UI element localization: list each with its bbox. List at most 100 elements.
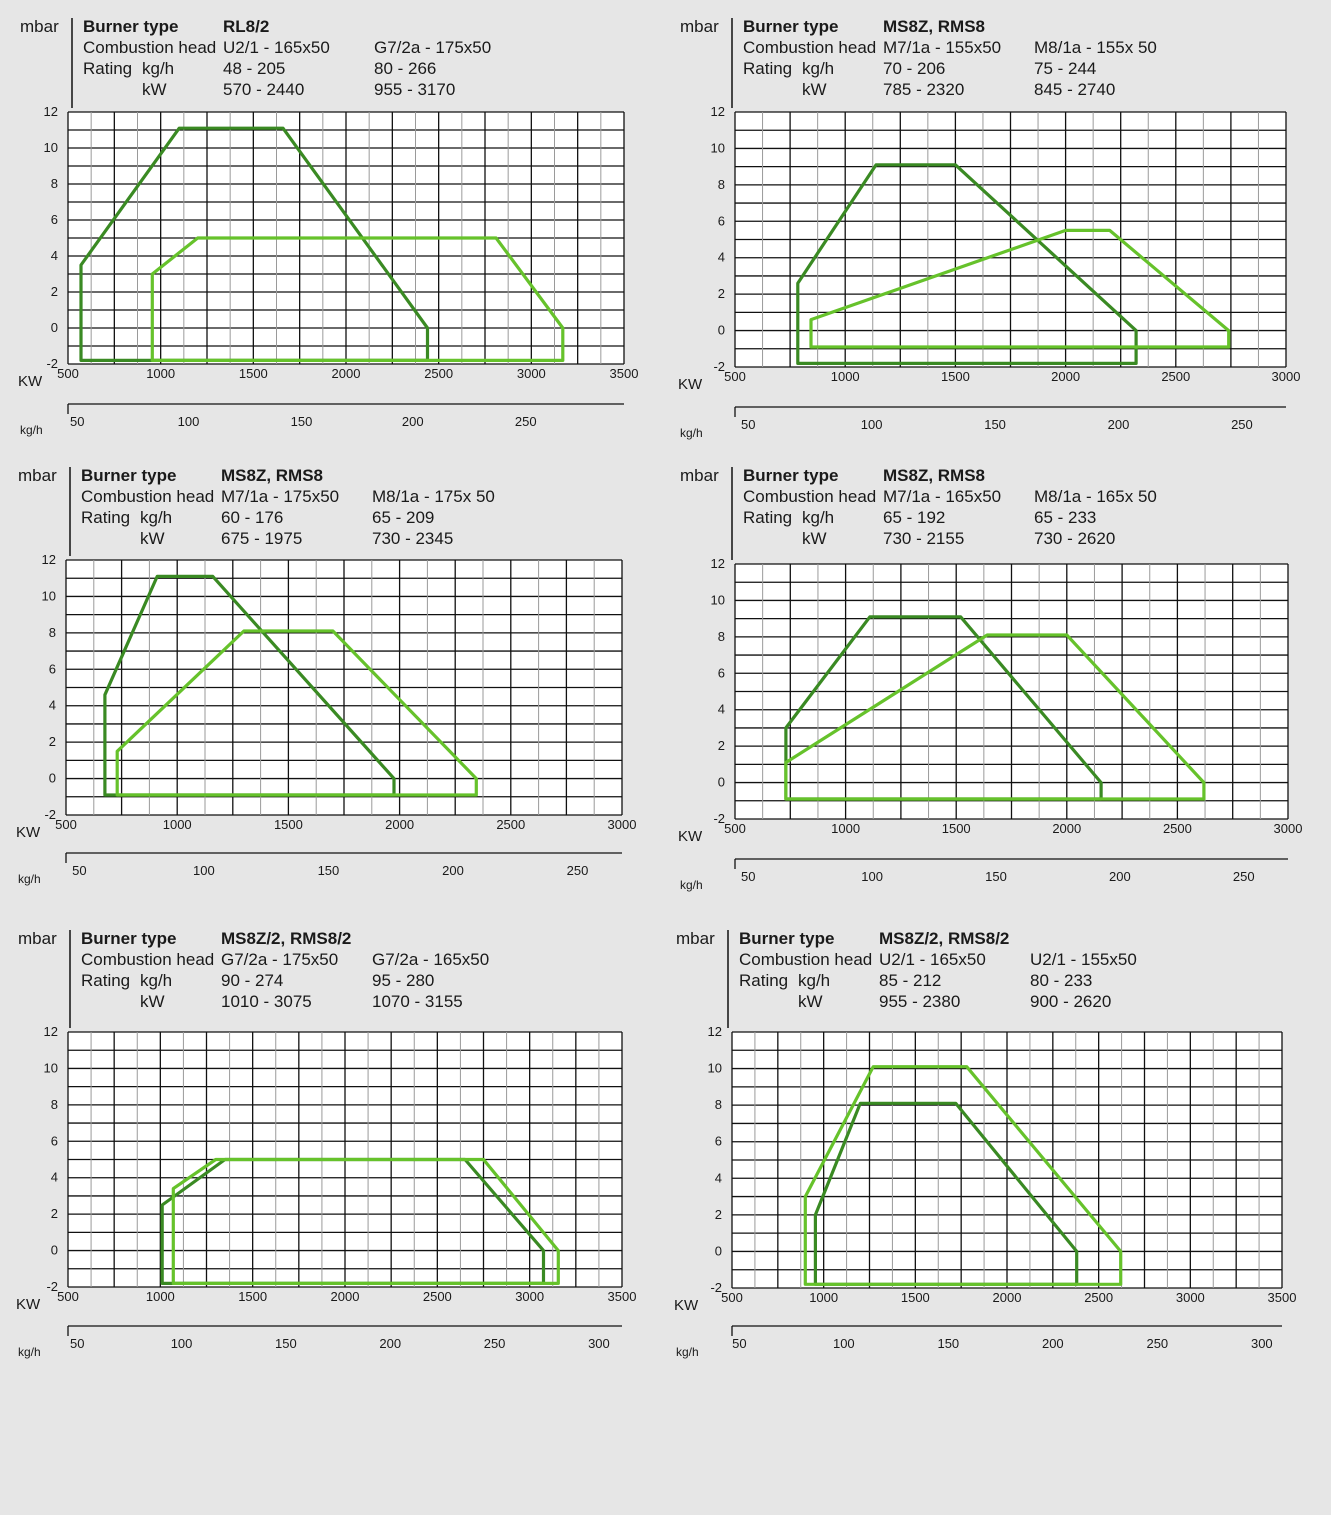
kgh-tick-label: 50 <box>70 414 84 429</box>
range-outline-light <box>150 236 565 362</box>
y-tick-label: 6 <box>49 661 56 676</box>
y-tick-label: 12 <box>708 1024 722 1039</box>
y-tick-label: 10 <box>711 140 725 155</box>
x-tick-label: 2000 <box>993 1290 1022 1305</box>
y-tick-label: 8 <box>51 1097 58 1112</box>
y-tick-label: -2 <box>710 1280 722 1295</box>
kgh-tick-label: 250 <box>1146 1336 1168 1351</box>
combustion-head-label: Combustion head <box>81 950 214 969</box>
x-tick-label: 3000 <box>1176 1290 1205 1305</box>
x-unit-label: KW <box>18 373 43 390</box>
combustion-head-2: M8/1a - 155x 50 <box>1034 38 1157 57</box>
y-tick-label: 2 <box>51 1206 58 1221</box>
combustion-head-1: M7/1a - 155x50 <box>883 38 1001 57</box>
combustion-head-2: M8/1a - 175x 50 <box>372 487 495 506</box>
kgh-tick-label: 150 <box>937 1336 959 1351</box>
range-outline-light <box>809 228 1231 349</box>
x-tick-label: 2500 <box>423 1289 452 1304</box>
x-tick-label: 3500 <box>1268 1290 1297 1305</box>
rating-kw-label: kW <box>140 992 165 1011</box>
chart-panel: mbar Burner type RL8/2 Combustion head U2/1 … <box>18 14 640 437</box>
y-tick-label: 8 <box>718 629 725 644</box>
rating-kgh-1: 48 - 205 <box>223 59 285 78</box>
x-tick-label: 1500 <box>901 1290 930 1305</box>
x-unit-label: KW <box>678 828 703 845</box>
burner-type-label: Burner type <box>743 466 838 485</box>
combustion-head-1: U2/1 - 165x50 <box>223 38 330 57</box>
kgh-tick-label: 150 <box>984 417 1006 432</box>
x2-unit-label: kg/h <box>680 878 703 892</box>
y-tick-label: 0 <box>715 1243 722 1258</box>
x-tick-label: 2500 <box>496 817 525 832</box>
kgh-tick-label: 200 <box>402 414 424 429</box>
y-tick-label: -2 <box>713 811 725 826</box>
kgh-tick-label: 100 <box>171 1336 193 1351</box>
y-tick-label: 12 <box>42 552 56 567</box>
kgh-tick-label: 200 <box>1109 869 1131 884</box>
y-tick-label: 2 <box>718 738 725 753</box>
rating-label: Rating <box>81 508 130 527</box>
x-tick-label: 2500 <box>1161 369 1190 384</box>
x-tick-label: 3000 <box>1274 821 1303 836</box>
burner-chart: mbar Burner type MS8Z, RMS8 Combustion head… <box>16 466 636 886</box>
y-tick-label: 2 <box>715 1207 722 1222</box>
rating-kgh-2: 75 - 244 <box>1034 59 1096 78</box>
x-tick-label: 1500 <box>941 369 970 384</box>
kgh-tick-label: 200 <box>442 863 464 878</box>
y-tick-label: 0 <box>718 323 725 338</box>
y-tick-label: 10 <box>44 140 58 155</box>
y-tick-label: 6 <box>51 1133 58 1148</box>
x-tick-label: 2000 <box>1051 369 1080 384</box>
x2-unit-label: kg/h <box>676 1345 699 1359</box>
rating-kgh-2: 95 - 280 <box>372 971 434 990</box>
x-tick-label: 500 <box>57 1289 79 1304</box>
burner-type-label: Burner type <box>81 466 176 485</box>
chart-header: mbar Burner type MS8Z/2, RMS8/2 Combustion … <box>18 929 489 1011</box>
rating-kgh-label: kg/h <box>798 971 830 990</box>
y-unit-label: mbar <box>680 17 719 36</box>
rating-kgh-2: 80 - 266 <box>374 59 436 78</box>
x-tick-label: 2000 <box>1052 821 1081 836</box>
x-tick-label: 1500 <box>942 821 971 836</box>
chart-header: mbar Burner type MS8Z/2, RMS8/2 Combustion … <box>676 929 1137 1011</box>
burner-type-value: MS8Z, RMS8 <box>221 466 323 485</box>
x-tick-label: 500 <box>55 817 77 832</box>
y-tick-label: 12 <box>711 556 725 571</box>
x-tick-label: 1000 <box>809 1290 838 1305</box>
rating-label: Rating <box>743 59 792 78</box>
y-tick-label: 4 <box>718 250 725 265</box>
y-tick-label: 8 <box>49 625 56 640</box>
y-tick-label: 4 <box>51 248 58 263</box>
burner-chart: mbar Burner type RL8/2 Combustion head U2/1 … <box>18 17 638 437</box>
y-tick-label: 10 <box>708 1061 722 1076</box>
kgh-tick-label: 250 <box>515 414 537 429</box>
y-unit-label: mbar <box>18 929 57 948</box>
x-tick-label: 2000 <box>332 366 361 381</box>
y-unit-label: mbar <box>676 929 715 948</box>
x2-unit-label: kg/h <box>18 1345 41 1359</box>
burner-type-value: MS8Z/2, RMS8/2 <box>221 929 351 948</box>
range-outline-light <box>803 1065 1123 1286</box>
y-tick-label: 6 <box>718 213 725 228</box>
x-tick-label: 3000 <box>1272 369 1301 384</box>
kgh-tick-label: 100 <box>178 414 200 429</box>
combustion-head-1: U2/1 - 165x50 <box>879 950 986 969</box>
y-tick-label: 4 <box>49 698 56 713</box>
x-tick-label: 2500 <box>424 366 453 381</box>
kgh-tick-label: 200 <box>1042 1336 1064 1351</box>
burner-type-value: MS8Z, RMS8 <box>883 17 985 36</box>
rating-kw-label: kW <box>142 80 167 99</box>
kgh-tick-label: 50 <box>741 417 755 432</box>
kgh-tick-label: 250 <box>567 863 589 878</box>
combustion-head-2: G7/2a - 165x50 <box>372 950 489 969</box>
y-tick-label: 0 <box>49 771 56 786</box>
kgh-tick-label: 50 <box>741 869 755 884</box>
x-tick-label: 1000 <box>146 1289 175 1304</box>
rating-kw-2: 955 - 3170 <box>374 80 455 99</box>
rating-kgh-label: kg/h <box>140 508 172 527</box>
x2-unit-label: kg/h <box>18 872 41 886</box>
rating-kgh-label: kg/h <box>802 508 834 527</box>
rating-label: Rating <box>739 971 788 990</box>
burner-type-value: MS8Z/2, RMS8/2 <box>879 929 1009 948</box>
